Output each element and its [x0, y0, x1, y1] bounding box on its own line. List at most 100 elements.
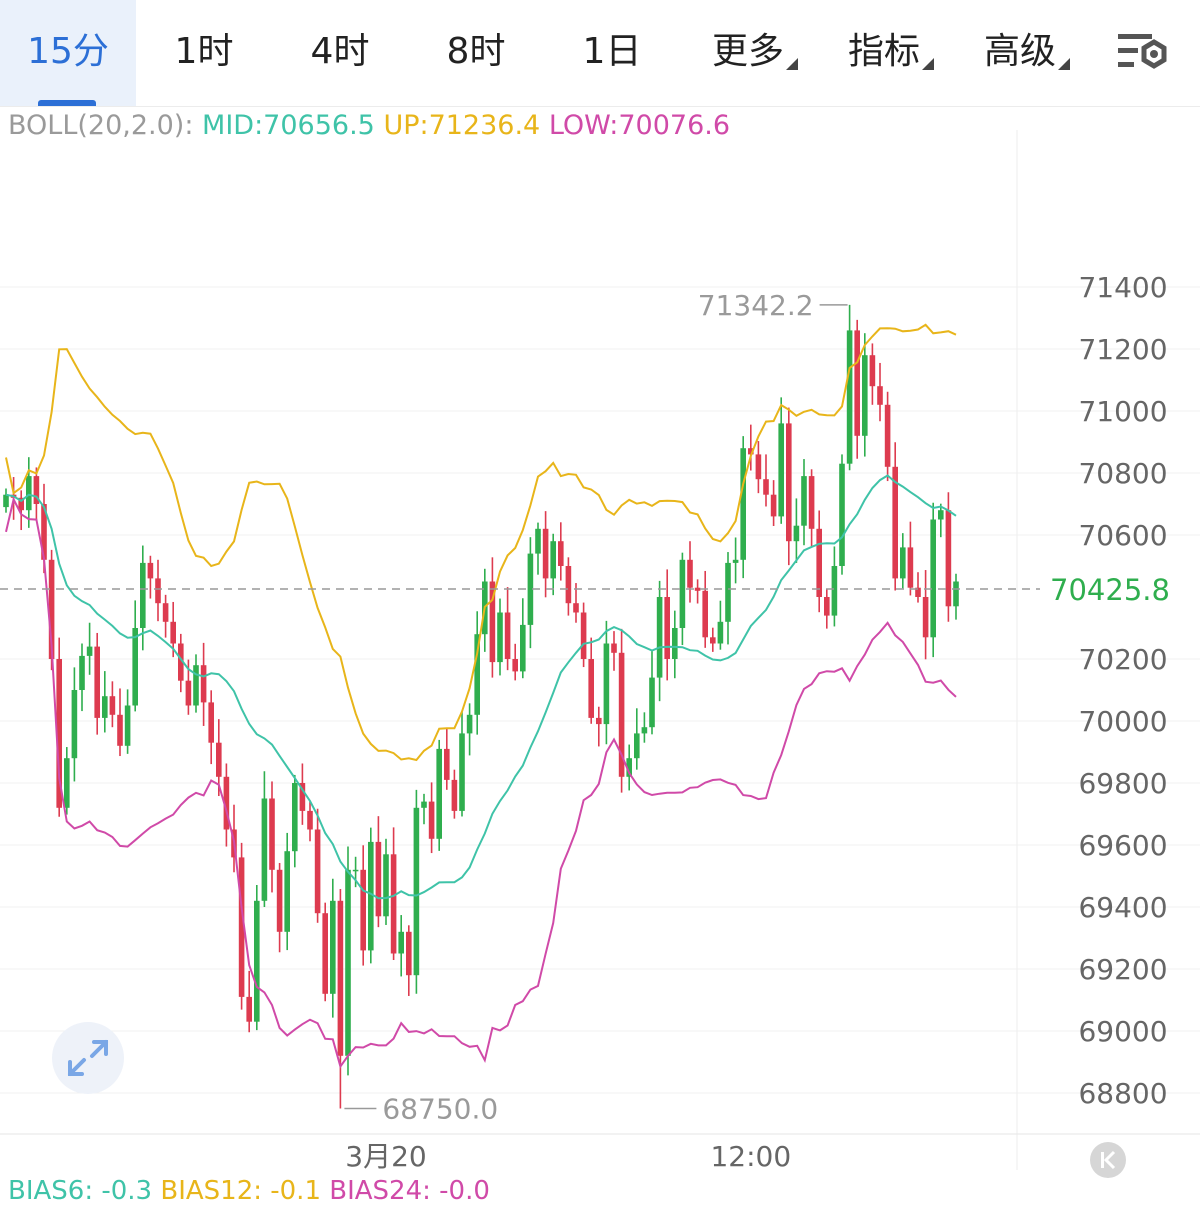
candle-body [945, 510, 952, 607]
tab-1[interactable]: 1时 [136, 0, 272, 106]
candle-body [953, 581, 959, 607]
candle-body [656, 597, 663, 678]
current-price-label: 70425.8 [1050, 573, 1170, 607]
candle-body [725, 562, 731, 622]
x-tick-label: 12:00 [710, 1140, 791, 1170]
candle-body [33, 476, 40, 504]
candle-body [527, 553, 534, 625]
tab-label: 1日 [582, 31, 642, 72]
candle-body [109, 696, 116, 715]
tab-7[interactable]: 高级 [952, 0, 1088, 106]
y-tick-label: 69600 [1078, 829, 1167, 862]
candle-body [535, 528, 541, 554]
candle-body [246, 996, 252, 1022]
candle-body [26, 476, 32, 511]
candle-body [520, 624, 526, 672]
candle-body [436, 748, 442, 839]
candle-body [56, 659, 62, 808]
candle-body [390, 854, 397, 954]
tab-5[interactable]: 更多 [680, 0, 816, 106]
candle-body [428, 801, 435, 839]
candle-body [672, 628, 678, 659]
y-tick-label: 70800 [1078, 457, 1167, 490]
candle-body [352, 869, 359, 872]
candle-body [208, 702, 214, 743]
boll-upper-line [5, 323, 957, 762]
bias-legend: BIAS6: -0.3 BIAS12: -0.1 BIAS24: -0.0 [8, 1176, 490, 1206]
candle-body [550, 541, 556, 579]
candle-body [512, 659, 518, 672]
candle-body [413, 807, 420, 976]
candle-body [763, 479, 769, 495]
tab-4[interactable]: 1日 [544, 0, 680, 106]
candle-body [48, 559, 55, 659]
tab-3[interactable]: 8时 [408, 0, 544, 106]
candle-body [155, 578, 161, 604]
candle-body [611, 643, 617, 653]
timeframe-tab-bar: 15分 1时 4时 8时 1日 更多 指标 高级 [0, 0, 1200, 107]
candle-body [915, 587, 921, 597]
candle-body [831, 566, 838, 616]
candle-body [140, 562, 146, 628]
candle-body [223, 776, 230, 830]
dropdown-triangle-icon [1058, 58, 1070, 70]
candle-body [269, 798, 275, 870]
candle-body [451, 779, 458, 811]
bias24-value: BIAS24: -0.0 [329, 1176, 490, 1206]
y-tick-label: 69400 [1078, 891, 1167, 924]
bias12-value: BIAS12: -0.1 [160, 1176, 321, 1206]
fullscreen-button[interactable] [52, 1022, 124, 1094]
candle-body [71, 690, 78, 759]
tab-0[interactable]: 15分 [0, 0, 136, 106]
boll-mid-line [5, 474, 957, 900]
candle-body [337, 900, 344, 1056]
boll-up-value: UP:71236.4 [383, 110, 541, 141]
candle-body [900, 547, 906, 579]
candle-body [687, 559, 693, 588]
active-tab-indicator [38, 100, 96, 106]
candle-body [284, 851, 290, 932]
candle-body [124, 705, 131, 746]
candle-body [292, 783, 298, 852]
scroll-to-latest-icon [1101, 1150, 1116, 1170]
candle-body [322, 913, 328, 994]
high-price-label: 71342.2 [698, 289, 814, 322]
candle-body [79, 655, 85, 690]
candle-body [3, 494, 9, 508]
chart-settings-button[interactable] [1112, 28, 1172, 78]
candle-body [330, 900, 336, 994]
tab-label: 高级 [984, 0, 1070, 104]
candle-body [573, 603, 579, 613]
candle-body [565, 566, 572, 604]
candle-body [276, 869, 283, 932]
bias6-value: BIAS6: -0.3 [8, 1176, 153, 1206]
candle-body [778, 423, 784, 517]
candle-body [649, 677, 655, 728]
candle-body [64, 758, 70, 808]
candle-body [626, 758, 632, 777]
candle-body [307, 810, 313, 830]
candle-body [717, 621, 724, 644]
boll-label: BOLL(20,2.0): [8, 110, 194, 141]
candle-body [86, 646, 93, 656]
y-tick-label: 71000 [1078, 395, 1167, 428]
candle-body [558, 541, 564, 566]
candle-body [740, 448, 746, 560]
scroll-to-latest-button[interactable] [1090, 1142, 1126, 1178]
candle-body [618, 652, 625, 777]
tab-label: 4时 [310, 31, 370, 72]
candle-body [869, 355, 876, 387]
candle-body [702, 590, 708, 638]
candlestick-chart[interactable]: 71400 71200 71000 70800 70600 70200 70000 69800… [0, 130, 1200, 1170]
candle-body [907, 547, 914, 588]
candle-body [132, 628, 138, 706]
candle-body [406, 931, 412, 976]
candle-body [679, 559, 686, 628]
tab-label: 指标 [848, 0, 934, 104]
tab-2[interactable]: 4时 [272, 0, 408, 106]
tab-6[interactable]: 指标 [816, 0, 952, 106]
candle-body [824, 597, 830, 616]
candle-body [854, 330, 860, 436]
y-tick-label: 69800 [1078, 767, 1167, 800]
boll-legend: BOLL(20,2.0): MID:70656.5 UP:71236.4 LOW… [8, 110, 730, 141]
